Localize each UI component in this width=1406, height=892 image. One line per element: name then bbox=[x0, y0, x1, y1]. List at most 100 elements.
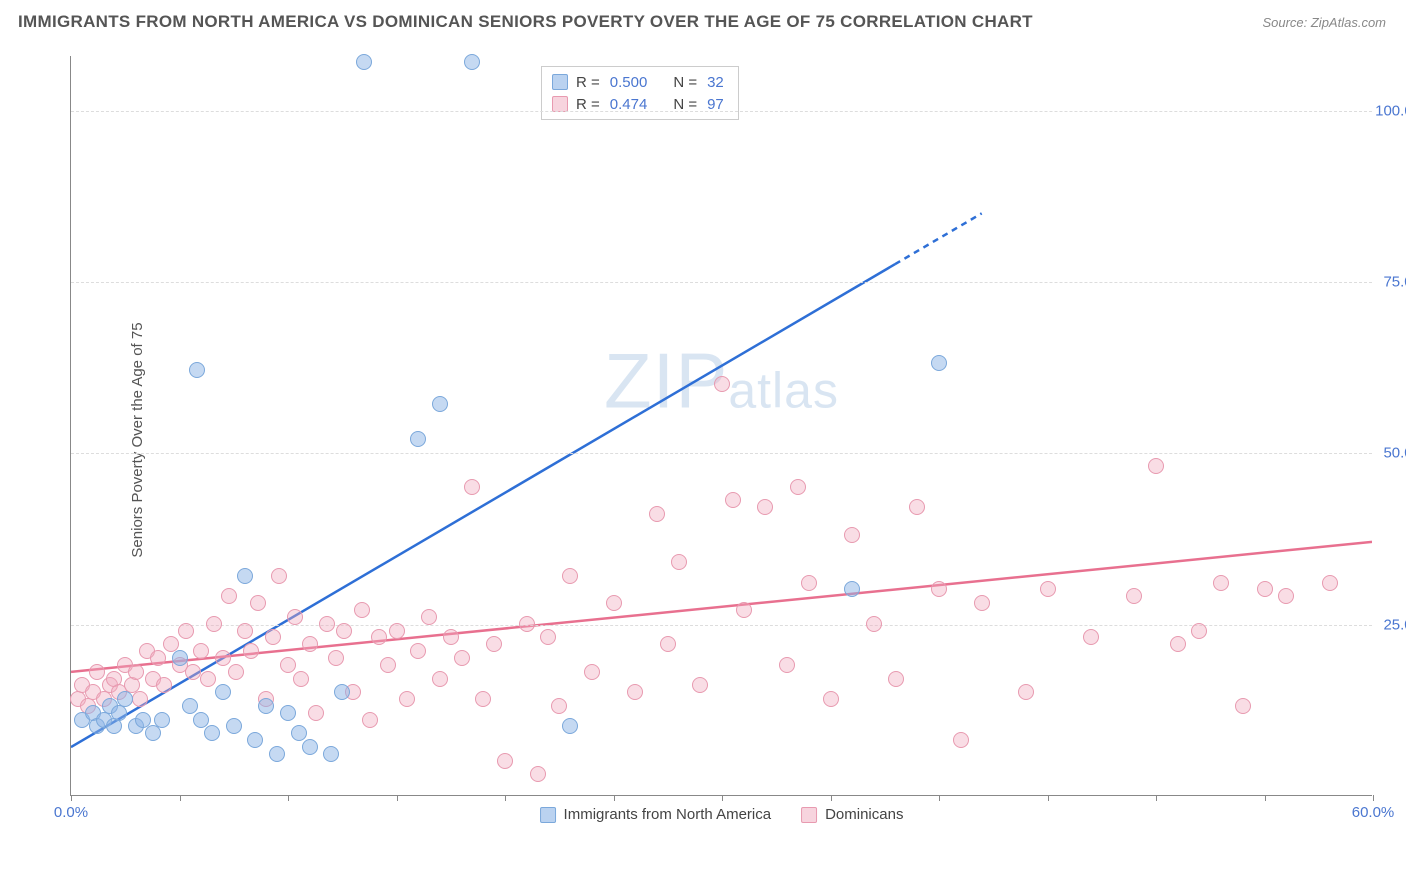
data-point bbox=[909, 499, 925, 515]
data-point bbox=[790, 479, 806, 495]
data-point bbox=[464, 479, 480, 495]
data-point bbox=[844, 581, 860, 597]
data-point bbox=[1083, 629, 1099, 645]
x-tick bbox=[614, 795, 615, 801]
data-point bbox=[627, 684, 643, 700]
data-point bbox=[258, 698, 274, 714]
data-point bbox=[243, 643, 259, 659]
legend-swatch bbox=[540, 807, 556, 823]
data-point bbox=[291, 725, 307, 741]
x-tick bbox=[288, 795, 289, 801]
data-point bbox=[464, 54, 480, 70]
gridline bbox=[71, 453, 1372, 454]
data-point bbox=[293, 671, 309, 687]
data-point bbox=[519, 616, 535, 632]
legend-swatch bbox=[801, 807, 817, 823]
correlation-legend: R =0.500N =32R =0.474N =97 bbox=[541, 66, 739, 120]
gridline bbox=[71, 282, 1372, 283]
data-point bbox=[866, 616, 882, 632]
data-point bbox=[801, 575, 817, 591]
data-point bbox=[106, 718, 122, 734]
legend-swatch bbox=[552, 74, 568, 90]
data-point bbox=[111, 705, 127, 721]
data-point bbox=[308, 705, 324, 721]
data-point bbox=[660, 636, 676, 652]
data-point bbox=[226, 718, 242, 734]
x-tick bbox=[831, 795, 832, 801]
gridline bbox=[71, 111, 1372, 112]
data-point bbox=[269, 746, 285, 762]
x-tick bbox=[1373, 795, 1374, 801]
data-point bbox=[250, 595, 266, 611]
data-point bbox=[562, 568, 578, 584]
data-point bbox=[475, 691, 491, 707]
y-tick-label: 100.0% bbox=[1375, 102, 1406, 119]
data-point bbox=[432, 671, 448, 687]
data-point bbox=[200, 671, 216, 687]
x-tick bbox=[505, 795, 506, 801]
data-point bbox=[89, 664, 105, 680]
x-tick bbox=[1265, 795, 1266, 801]
data-point bbox=[156, 677, 172, 693]
data-point bbox=[189, 362, 205, 378]
data-point bbox=[974, 595, 990, 611]
r-label: R = bbox=[576, 74, 600, 91]
data-point bbox=[389, 623, 405, 639]
data-point bbox=[150, 650, 166, 666]
data-point bbox=[410, 431, 426, 447]
data-point bbox=[117, 691, 133, 707]
legend-row: R =0.500N =32 bbox=[552, 71, 724, 93]
data-point bbox=[432, 396, 448, 412]
chart-title: IMMIGRANTS FROM NORTH AMERICA VS DOMINIC… bbox=[18, 12, 1033, 32]
data-point bbox=[671, 554, 687, 570]
data-point bbox=[280, 657, 296, 673]
data-point bbox=[844, 527, 860, 543]
series-legend: Immigrants from North America Dominicans bbox=[540, 806, 904, 823]
data-point bbox=[265, 629, 281, 645]
data-point bbox=[1322, 575, 1338, 591]
legend-label: Immigrants from North America bbox=[564, 806, 772, 823]
data-point bbox=[497, 753, 513, 769]
data-point bbox=[362, 712, 378, 728]
data-point bbox=[1235, 698, 1251, 714]
x-tick bbox=[71, 795, 72, 801]
data-point bbox=[371, 629, 387, 645]
data-point bbox=[714, 376, 730, 392]
data-point bbox=[247, 732, 263, 748]
data-point bbox=[953, 732, 969, 748]
data-point bbox=[692, 677, 708, 693]
chart-container: Seniors Poverty Over the Age of 75 ZIPat… bbox=[48, 48, 1388, 832]
data-point bbox=[380, 657, 396, 673]
data-point bbox=[193, 712, 209, 728]
data-point bbox=[530, 766, 546, 782]
data-point bbox=[736, 602, 752, 618]
data-point bbox=[135, 712, 151, 728]
r-value: 0.500 bbox=[610, 74, 648, 91]
n-value: 32 bbox=[707, 74, 724, 91]
data-point bbox=[172, 650, 188, 666]
x-tick-label: 60.0% bbox=[1352, 804, 1395, 821]
data-point bbox=[206, 616, 222, 632]
data-point bbox=[454, 650, 470, 666]
data-point bbox=[302, 636, 318, 652]
x-tick bbox=[397, 795, 398, 801]
data-point bbox=[319, 616, 335, 632]
data-point bbox=[823, 691, 839, 707]
data-point bbox=[185, 664, 201, 680]
data-point bbox=[1148, 458, 1164, 474]
trend-lines bbox=[71, 56, 1372, 795]
data-point bbox=[606, 595, 622, 611]
data-point bbox=[551, 698, 567, 714]
data-point bbox=[584, 664, 600, 680]
plot-area: ZIPatlas R =0.500N =32R =0.474N =97 Immi… bbox=[70, 56, 1372, 796]
data-point bbox=[328, 650, 344, 666]
legend-item: Dominicans bbox=[801, 806, 903, 823]
data-point bbox=[399, 691, 415, 707]
data-point bbox=[540, 629, 556, 645]
data-point bbox=[334, 684, 350, 700]
legend-item: Immigrants from North America bbox=[540, 806, 772, 823]
data-point bbox=[323, 746, 339, 762]
x-tick bbox=[722, 795, 723, 801]
x-tick bbox=[1156, 795, 1157, 801]
data-point bbox=[443, 629, 459, 645]
